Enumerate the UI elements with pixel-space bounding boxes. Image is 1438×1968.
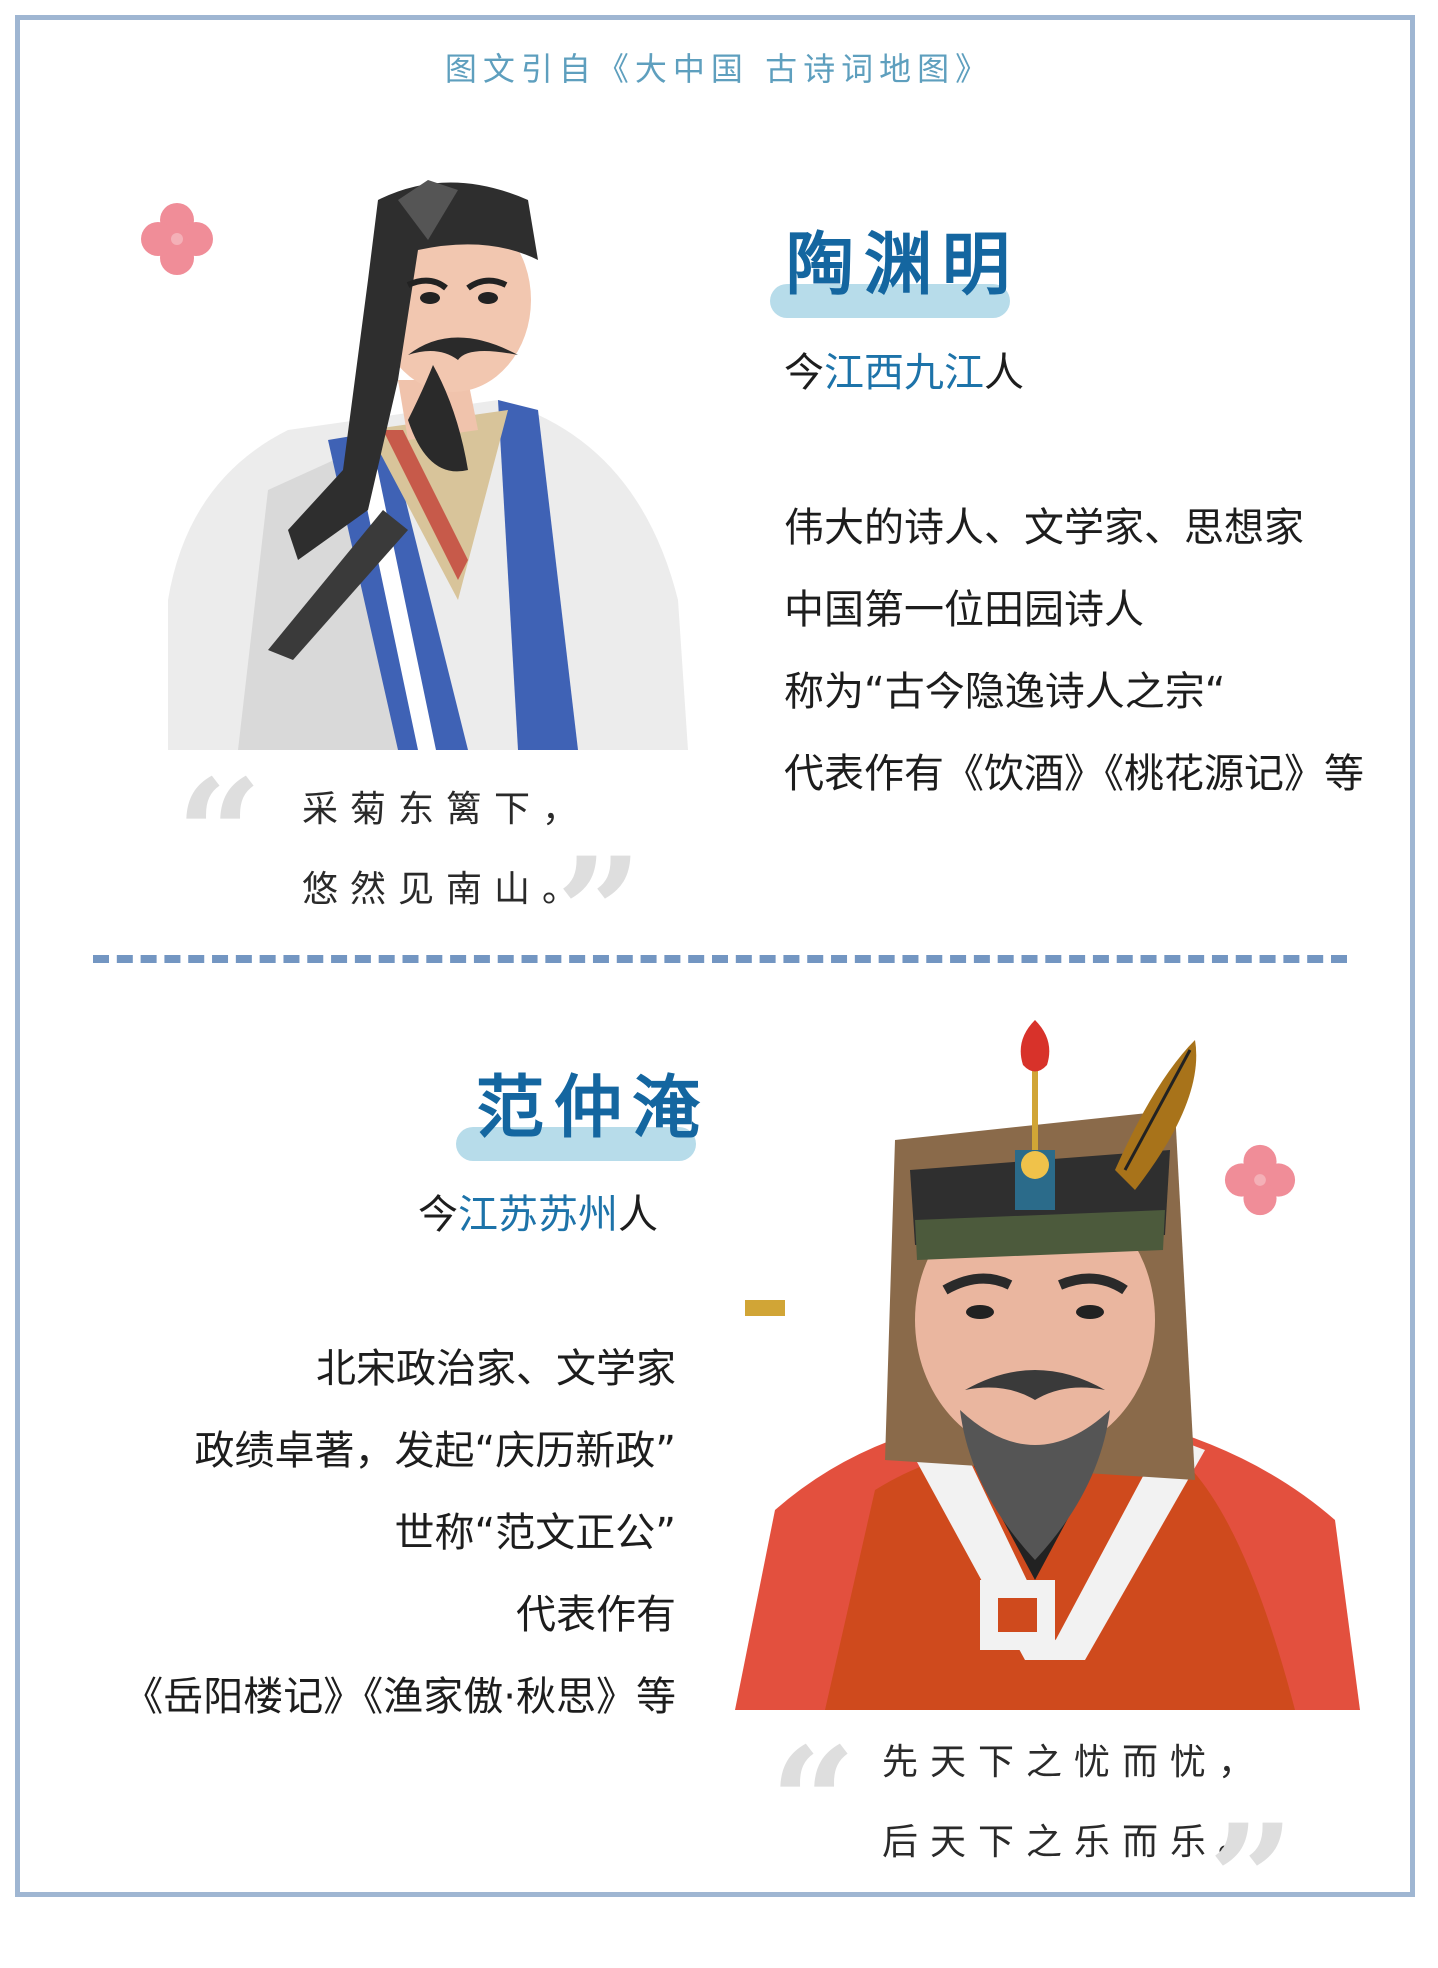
poet-name: 范仲淹 bbox=[476, 1069, 711, 1148]
poet-origin: 今江西九江人 bbox=[784, 350, 1024, 396]
four-petal-flower-icon bbox=[141, 203, 213, 275]
poem-quote: 先天下之忧而忧， 后天下之乐而乐。 bbox=[882, 1723, 1266, 1883]
description-line: 代表作有 bbox=[516, 1592, 676, 1638]
quote-close-icon: ” bbox=[1208, 1792, 1295, 1968]
quote-open-icon: “ bbox=[176, 747, 263, 923]
quote-line: 悠然见南山。 bbox=[302, 869, 591, 910]
four-petal-flower-icon bbox=[1224, 1144, 1296, 1216]
poet-name: 陶渊明 bbox=[786, 226, 1021, 305]
section-divider bbox=[93, 955, 1347, 963]
description-line: 《岳阳楼记》《渔家傲·秋思》等 bbox=[123, 1674, 676, 1720]
description-line: 政绩卓著，发起“庆历新政” bbox=[194, 1428, 676, 1474]
description-line: 北宋政治家、文学家 bbox=[316, 1346, 676, 1392]
quote-open-icon: “ bbox=[770, 1715, 857, 1891]
description-line: 中国第一位田园诗人 bbox=[784, 587, 1144, 633]
poet-description: 伟大的诗人、文学家、思想家 中国第一位田园诗人 称为“古今隐逸诗人之宗“ 代表作… bbox=[784, 487, 1364, 815]
description-line: 伟大的诗人、文学家、思想家 bbox=[784, 505, 1304, 551]
quote-close-icon: ” bbox=[556, 825, 643, 1001]
poet-origin: 今江苏苏州人 bbox=[418, 1192, 658, 1238]
portrait-tao-yuanming bbox=[168, 180, 688, 750]
portrait-fan-zhongyan bbox=[735, 1020, 1360, 1710]
quote-line: 后天下之乐而乐。 bbox=[882, 1822, 1267, 1863]
poem-quote: 采菊东篱下， 悠然见南山。 bbox=[302, 770, 590, 930]
description-line: 代表作有《饮酒》《桃花源记》等 bbox=[784, 751, 1364, 797]
description-line: 世称“范文正公” bbox=[394, 1510, 676, 1556]
quote-line: 先天下之忧而忧， bbox=[882, 1742, 1267, 1783]
description-line: 称为“古今隐逸诗人之宗“ bbox=[784, 669, 1226, 715]
source-line: 图文引自《大中国 古诗词地图》 bbox=[444, 50, 994, 88]
origin-place: 江西九江 bbox=[824, 350, 984, 396]
origin-place: 江苏苏州 bbox=[458, 1192, 618, 1238]
quote-line: 采菊东篱下， bbox=[302, 789, 591, 830]
page-frame bbox=[15, 15, 1415, 1897]
poet-description: 北宋政治家、文学家 政绩卓著，发起“庆历新政” 世称“范文正公” 代表作有 《岳… bbox=[123, 1328, 676, 1738]
